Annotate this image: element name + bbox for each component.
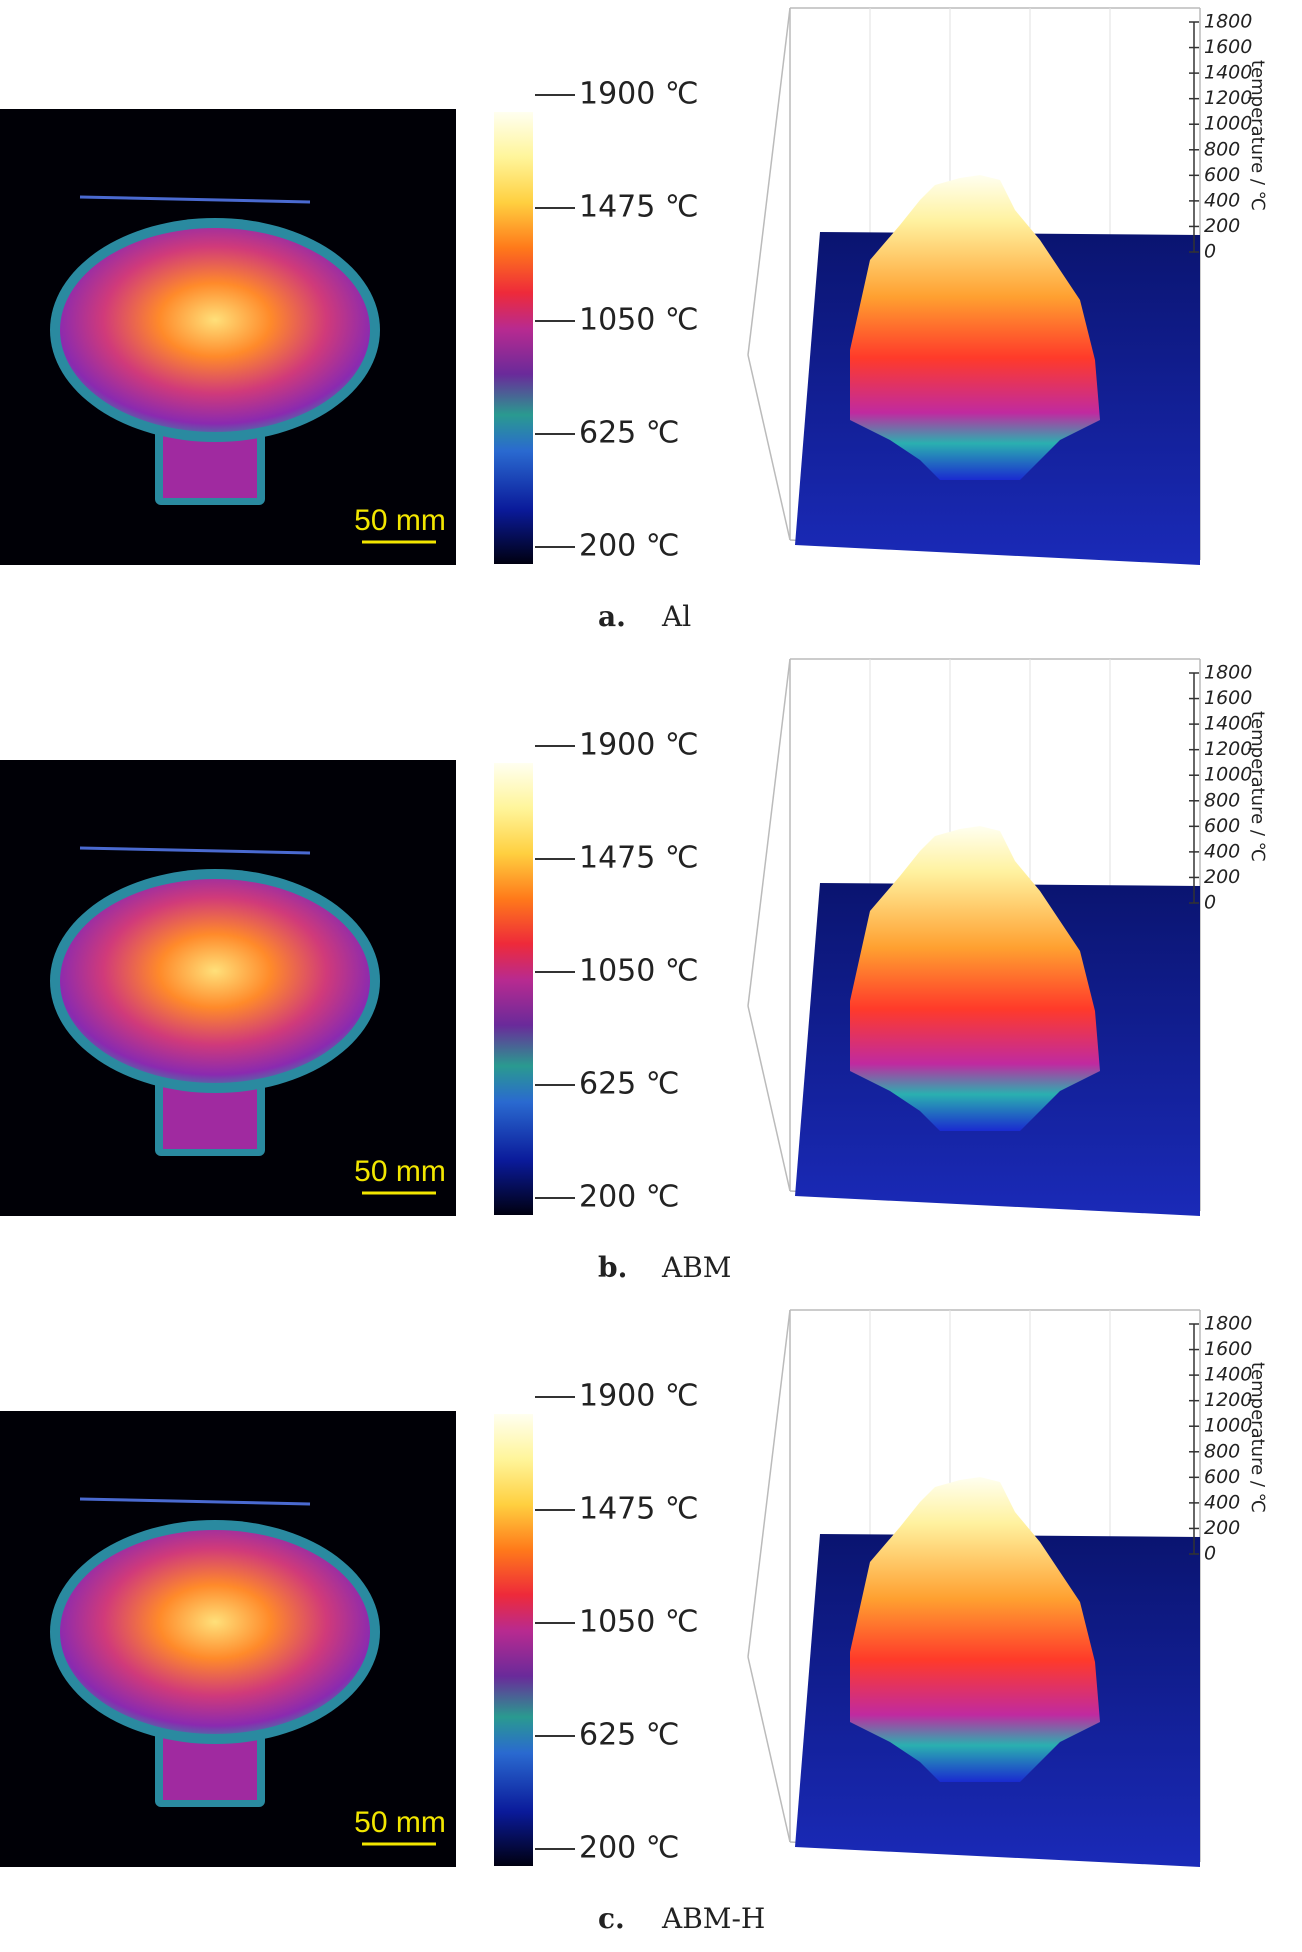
surface-mound [850, 175, 1100, 480]
plume [60, 1530, 370, 1734]
z-axis-label: temperature / ℃ [1247, 60, 1268, 211]
scale-bar-label: 50 mm [354, 1806, 446, 1839]
caption-name: Al [661, 600, 691, 633]
colorbar-label: 1050 ℃ [579, 1605, 699, 1640]
z-tick-label: 1600 [1204, 1338, 1252, 1360]
plume [60, 228, 370, 432]
z-tick-label: 1000 [1204, 764, 1252, 786]
caption-name: ABM [661, 1251, 731, 1284]
z-tick-label: 1200 [1204, 1389, 1252, 1411]
z-tick-label: 1400 [1204, 62, 1252, 84]
z-tick-label: 0 [1204, 241, 1216, 263]
colorbar-label: 1900 ℃ [579, 77, 699, 112]
panel: 50 mm 1900 ℃ 1475 ℃ 1050 ℃ 625 ℃ 200 ℃ 1800 160… [0, 7, 1268, 633]
z-tick-label: 1400 [1204, 1364, 1252, 1386]
colorbar-label: 625 ℃ [579, 1067, 680, 1102]
z-tick-label: 800 [1204, 138, 1240, 160]
caption-name: ABM-H [661, 1902, 765, 1935]
colorbar [494, 112, 533, 564]
colorbar [494, 763, 533, 1215]
z-tick-label: 400 [1204, 1491, 1240, 1513]
thermal-image: 50 mm [0, 109, 456, 565]
box-edge [747, 354, 791, 541]
box-edge [747, 1005, 791, 1192]
z-tick-label: 1800 [1204, 1313, 1252, 1335]
z-tick-label: 600 [1204, 164, 1240, 186]
laser-streak [79, 846, 311, 855]
z-tick-label: 600 [1204, 815, 1240, 837]
z-tick-label: 1200 [1204, 87, 1252, 109]
surface-mound [850, 826, 1100, 1131]
surface-plot: 1800 1600 1400 1200 1000 800 600 400 200 0 tempera… [747, 658, 1268, 1216]
z-tick-label: 200 [1204, 1517, 1240, 1539]
plume [60, 879, 370, 1083]
z-tick-label: 0 [1204, 1543, 1216, 1565]
colorbar-label: 1900 ℃ [579, 1379, 699, 1414]
z-axis-label: temperature / ℃ [1247, 711, 1268, 862]
caption-label: c. [598, 1902, 625, 1935]
z-tick-label: 800 [1204, 789, 1240, 811]
z-tick-label: 600 [1204, 1466, 1240, 1488]
colorbar-label: 625 ℃ [579, 1718, 680, 1753]
box-edge [747, 658, 791, 1007]
colorbar-label: 625 ℃ [579, 416, 680, 451]
z-tick-label: 1000 [1204, 1415, 1252, 1437]
box-edge [747, 1656, 791, 1843]
z-tick-label: 0 [1204, 892, 1216, 914]
scale-bar-label: 50 mm [354, 504, 446, 537]
colorbar-label: 1475 ℃ [579, 190, 699, 225]
z-tick-label: 800 [1204, 1440, 1240, 1462]
z-tick-label: 1200 [1204, 738, 1252, 760]
colorbar [494, 1414, 533, 1866]
z-axis-label: temperature / ℃ [1247, 1362, 1268, 1513]
caption-label: a. [598, 600, 626, 633]
thermal-image: 50 mm [0, 1411, 456, 1867]
box-edge [747, 7, 791, 356]
surface-plot: 1800 1600 1400 1200 1000 800 600 400 200 0 tempera… [747, 7, 1268, 565]
z-tick-label: 200 [1204, 866, 1240, 888]
z-tick-label: 400 [1204, 189, 1240, 211]
colorbar-label: 1475 ℃ [579, 1492, 699, 1527]
z-tick-label: 200 [1204, 215, 1240, 237]
colorbar-label: 200 ℃ [579, 1180, 680, 1215]
z-tick-label: 1400 [1204, 713, 1252, 735]
colorbar-label: 1475 ℃ [579, 841, 699, 876]
colorbar-label: 1050 ℃ [579, 303, 699, 338]
colorbar-label: 200 ℃ [579, 529, 680, 564]
thermal-image: 50 mm [0, 760, 456, 1216]
surface-mound [850, 1477, 1100, 1782]
z-tick-label: 400 [1204, 840, 1240, 862]
colorbar-label: 1900 ℃ [579, 728, 699, 763]
z-tick-label: 1800 [1204, 662, 1252, 684]
surface-plot: 1800 1600 1400 1200 1000 800 600 400 200 0 tempera… [747, 1309, 1268, 1867]
colorbar-label: 1050 ℃ [579, 954, 699, 989]
panel: 50 mm 1900 ℃ 1475 ℃ 1050 ℃ 625 ℃ 200 ℃ 1800 160… [0, 1309, 1268, 1935]
scale-bar-label: 50 mm [354, 1155, 446, 1188]
colorbar-label: 200 ℃ [579, 1831, 680, 1866]
panel: 50 mm 1900 ℃ 1475 ℃ 1050 ℃ 625 ℃ 200 ℃ 1800 160… [0, 658, 1268, 1284]
z-tick-label: 1600 [1204, 36, 1252, 58]
laser-streak [79, 1497, 311, 1506]
caption-label: b. [598, 1251, 627, 1284]
box-edge [747, 1309, 791, 1658]
z-tick-label: 1800 [1204, 11, 1252, 33]
laser-streak [79, 195, 311, 204]
z-tick-label: 1000 [1204, 113, 1252, 135]
z-tick-label: 1600 [1204, 687, 1252, 709]
